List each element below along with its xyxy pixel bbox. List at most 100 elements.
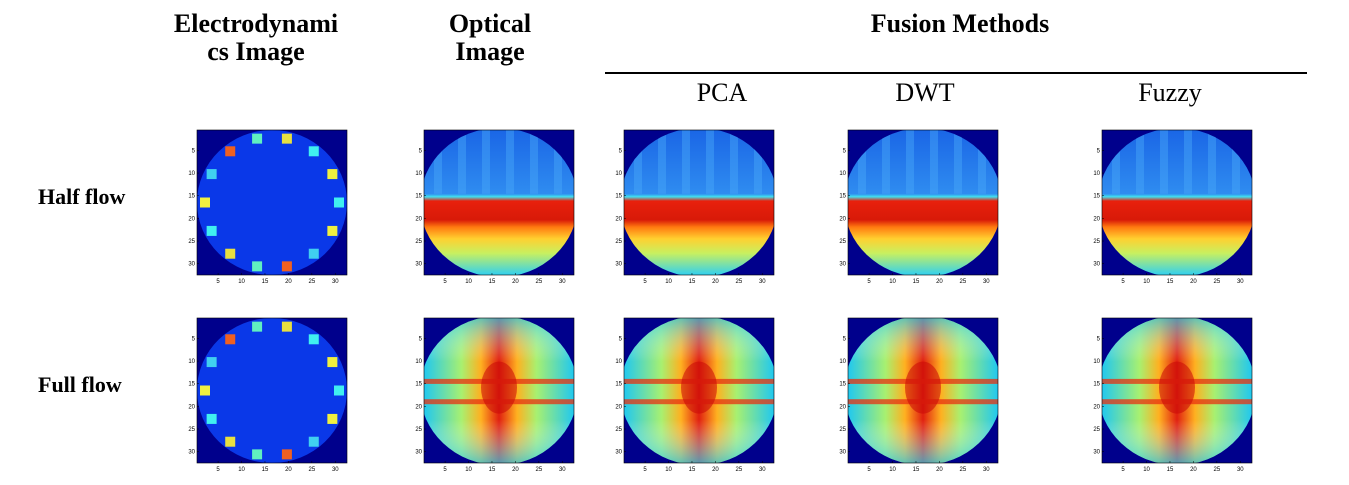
heat-stripe [1208, 130, 1216, 194]
y-tick-label: 25 [615, 427, 622, 433]
heat-core [905, 361, 941, 414]
heat-stripe [754, 130, 762, 194]
y-tick-label: 25 [1093, 427, 1100, 433]
heat-spot [308, 248, 319, 259]
y-tick-label: 30 [1093, 262, 1100, 268]
heat-spot [252, 449, 263, 460]
x-tick-label: 15 [262, 467, 269, 473]
x-tick-label: 20 [936, 279, 943, 285]
axes-frame [847, 129, 999, 276]
y-tick-label: 30 [615, 262, 622, 268]
y-tick-label: 15 [188, 382, 195, 388]
y-tick-label: 5 [1097, 336, 1101, 342]
x-tick-label: 25 [1214, 467, 1221, 473]
heat-spot [252, 261, 263, 272]
heat-core [681, 361, 717, 414]
heat-spot [281, 133, 292, 144]
y-tick-label: 5 [619, 336, 623, 342]
heat-spot [225, 146, 236, 157]
axes-frame [623, 317, 775, 464]
x-tick-label: 15 [489, 279, 496, 285]
y-tick-label: 15 [839, 382, 846, 388]
x-tick-label: 10 [1143, 467, 1150, 473]
x-tick-label: 30 [759, 279, 766, 285]
x-tick-label: 25 [1214, 279, 1221, 285]
heatmap [197, 130, 347, 275]
axes-frame [1101, 129, 1253, 276]
heat-stripe [530, 130, 538, 194]
x-tick-label: 25 [536, 467, 543, 473]
y-tick-label: 20 [188, 404, 195, 410]
heat-spot [281, 261, 292, 272]
x-tick-label: 30 [983, 467, 990, 473]
y-tick-label: 20 [615, 216, 622, 222]
heat-spot [225, 248, 236, 259]
x-tick-label: 25 [309, 279, 316, 285]
axes-frame [847, 317, 999, 464]
x-tick-label: 30 [759, 467, 766, 473]
heat-stripe [1136, 130, 1144, 194]
row-label: Full flow [38, 372, 122, 397]
heatmap [424, 130, 574, 275]
x-tick-label: 15 [489, 467, 496, 473]
x-tick-label: 10 [889, 467, 896, 473]
y-tick-label: 15 [415, 382, 422, 388]
heatmap [197, 318, 347, 463]
axes-frame [623, 129, 775, 276]
x-tick-label: 20 [512, 467, 519, 473]
heat-core [1159, 361, 1195, 414]
heat-spot [200, 385, 210, 396]
heat-spot [327, 169, 338, 180]
x-tick-label: 20 [1190, 279, 1197, 285]
y-tick-label: 20 [415, 404, 422, 410]
x-tick-label: 30 [332, 467, 339, 473]
heatmap [848, 130, 998, 275]
y-tick-label: 25 [839, 239, 846, 245]
heat-stripe [1232, 130, 1240, 194]
y-tick-label: 10 [615, 171, 622, 177]
x-tick-label: 10 [238, 467, 245, 473]
y-tick-label: 10 [1093, 359, 1100, 365]
y-tick-label: 10 [188, 171, 195, 177]
heat [848, 130, 998, 275]
x-tick-label: 15 [1167, 467, 1174, 473]
x-tick-label: 5 [643, 467, 647, 473]
y-tick-label: 15 [415, 194, 422, 200]
heat-stripe [634, 130, 642, 194]
heat-spot [327, 357, 338, 368]
y-tick-label: 30 [188, 450, 195, 456]
y-tick-label: 30 [615, 450, 622, 456]
x-tick-label: 10 [665, 467, 672, 473]
heat-spot [281, 449, 292, 460]
x-tick-label: 10 [889, 279, 896, 285]
heat-stripe [1184, 130, 1192, 194]
y-tick-label: 25 [188, 427, 195, 433]
heat-stripe [458, 130, 466, 194]
column-header: Optical Image [448, 9, 532, 66]
x-tick-label: 5 [867, 279, 871, 285]
axes-frame [423, 129, 575, 276]
group-header: Fusion Methods [870, 9, 1050, 38]
y-tick-label: 25 [415, 239, 422, 245]
heat-stripe [554, 130, 562, 194]
y-tick-label: 15 [188, 194, 195, 200]
y-tick-label: 5 [192, 336, 196, 342]
axes-frame [196, 129, 348, 276]
x-tick-label: 10 [1143, 279, 1150, 285]
x-tick-label: 30 [559, 279, 566, 285]
x-tick-label: 10 [465, 467, 472, 473]
x-tick-label: 25 [736, 279, 743, 285]
y-tick-label: 15 [839, 194, 846, 200]
y-tick-label: 10 [415, 359, 422, 365]
y-tick-label: 5 [619, 148, 623, 154]
x-tick-label: 15 [1167, 279, 1174, 285]
x-tick-label: 5 [867, 467, 871, 473]
heat-stripe [682, 130, 690, 194]
x-tick-label: 15 [689, 467, 696, 473]
y-tick-label: 5 [843, 336, 847, 342]
y-tick-label: 15 [615, 382, 622, 388]
y-tick-label: 20 [839, 404, 846, 410]
heat-spot [225, 436, 236, 447]
y-tick-label: 30 [1093, 450, 1100, 456]
